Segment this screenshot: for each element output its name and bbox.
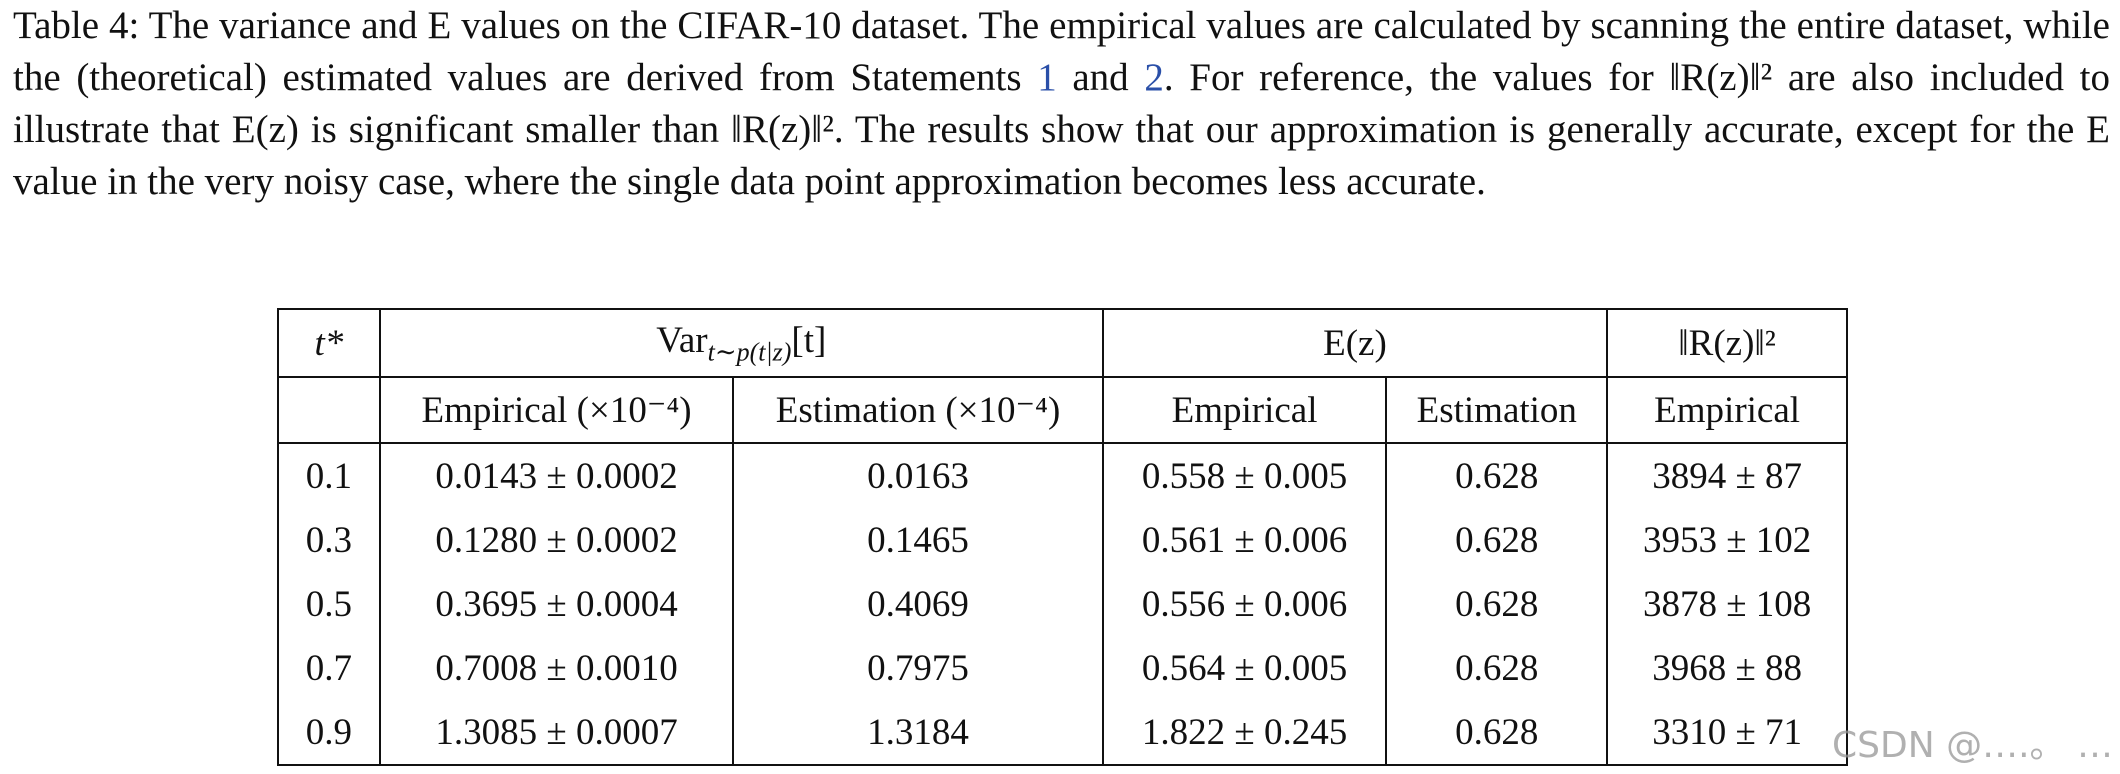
subheader-cell: Empirical (×10⁻⁴) (378, 377, 735, 444)
data-cell: 0.628 (1385, 636, 1609, 700)
data-cell: 0.1465 (732, 508, 1104, 572)
caption-text: and (1056, 56, 1145, 99)
data-cell: 1.822 ± 0.245 (1101, 700, 1388, 766)
data-cell: 0.0163 (732, 443, 1104, 508)
caption: Table 4: The variance and E values on th… (13, 0, 2110, 208)
data-cell: 0.7975 (732, 636, 1104, 700)
data-cell: 3310 ± 71 (1606, 700, 1848, 766)
caption-text: Table 4: The variance and E values on th… (13, 4, 2110, 99)
data-cell: 0.564 ± 0.005 (1101, 636, 1388, 700)
data-cell: 3953 ± 102 (1606, 508, 1848, 572)
data-cell: 1.3184 (732, 700, 1104, 766)
data-row: 0.5 0.3695 ± 0.0004 0.4069 0.556 ± 0.006 0.6… (277, 572, 1848, 636)
data-cell: 3968 ± 88 (1606, 636, 1848, 700)
header-cell: t* (277, 308, 381, 378)
statement-link[interactable]: 1 (1037, 56, 1057, 99)
data-cell: 0.9 (277, 700, 381, 766)
data-row: 0.7 0.7008 ± 0.0010 0.7975 0.564 ± 0.005 0.6… (277, 636, 1848, 700)
subheader-cell (277, 377, 381, 444)
data-cell: 0.3 (277, 508, 381, 572)
subheader-cell: Estimation (1385, 377, 1609, 444)
data-cell: 0.1280 ± 0.0002 (378, 508, 735, 572)
data-cell: 0.3695 ± 0.0004 (378, 572, 735, 636)
data-cell: 0.0143 ± 0.0002 (378, 443, 735, 508)
watermark: CSDN @….。 … (1832, 725, 2113, 766)
header-text: [t] (791, 319, 827, 361)
data-cell: 0.561 ± 0.006 (1101, 508, 1388, 572)
data-cell: 0.556 ± 0.006 (1101, 572, 1388, 636)
header-subscript: t∼p(t|z) (707, 337, 792, 367)
data-cell: 3878 ± 108 (1606, 572, 1848, 636)
data-cell: 0.628 (1385, 443, 1609, 508)
data-cell: 0.7 (277, 636, 381, 700)
data-cell: 0.628 (1385, 700, 1609, 766)
results-table: t* Vart∼p(t|z)[t] E(z) ‖R(z)‖² Empirical… (277, 308, 1848, 766)
data-cell: 0.1 (277, 443, 381, 508)
data-row: 0.3 0.1280 ± 0.0002 0.1465 0.561 ± 0.006 0.6… (277, 508, 1848, 572)
data-cell: 0.628 (1385, 508, 1609, 572)
subheader-cell: Empirical (1606, 377, 1848, 444)
header-text: Var (656, 319, 708, 361)
data-cell: 0.4069 (732, 572, 1104, 636)
header-cell: ‖R(z)‖² (1606, 308, 1848, 378)
data-cell: 3894 ± 87 (1606, 443, 1848, 508)
data-cell: 0.558 ± 0.005 (1101, 443, 1388, 508)
header-text: t* (314, 322, 344, 364)
data-cell: 0.628 (1385, 572, 1609, 636)
subheader-cell: Empirical (1101, 377, 1388, 444)
header-cell: Vart∼p(t|z)[t] (378, 308, 1104, 378)
header-text: E(z) (1323, 322, 1387, 364)
data-cell: 1.3085 ± 0.0007 (378, 700, 735, 766)
data-cell: 0.7008 ± 0.0010 (378, 636, 735, 700)
header-cell: E(z) (1101, 308, 1609, 378)
caption-text: . For reference, the values for ‖R(z)‖² … (13, 56, 2111, 203)
data-cell: 0.5 (277, 572, 381, 636)
subheader-row: Empirical (×10⁻⁴) Estimation (×10⁻⁴) Empir… (277, 377, 1848, 444)
statement-link[interactable]: 2 (1144, 56, 1164, 99)
header-text: ‖R(z)‖² (1678, 322, 1776, 364)
data-row: 0.9 1.3085 ± 0.0007 1.3184 1.822 ± 0.245 0.6… (277, 700, 1848, 766)
subheader-cell: Estimation (×10⁻⁴) (732, 377, 1104, 444)
data-row: 0.1 0.0143 ± 0.0002 0.0163 0.558 ± 0.005 0.6… (277, 443, 1848, 508)
header-row: t* Vart∼p(t|z)[t] E(z) ‖R(z)‖² (277, 308, 1848, 378)
